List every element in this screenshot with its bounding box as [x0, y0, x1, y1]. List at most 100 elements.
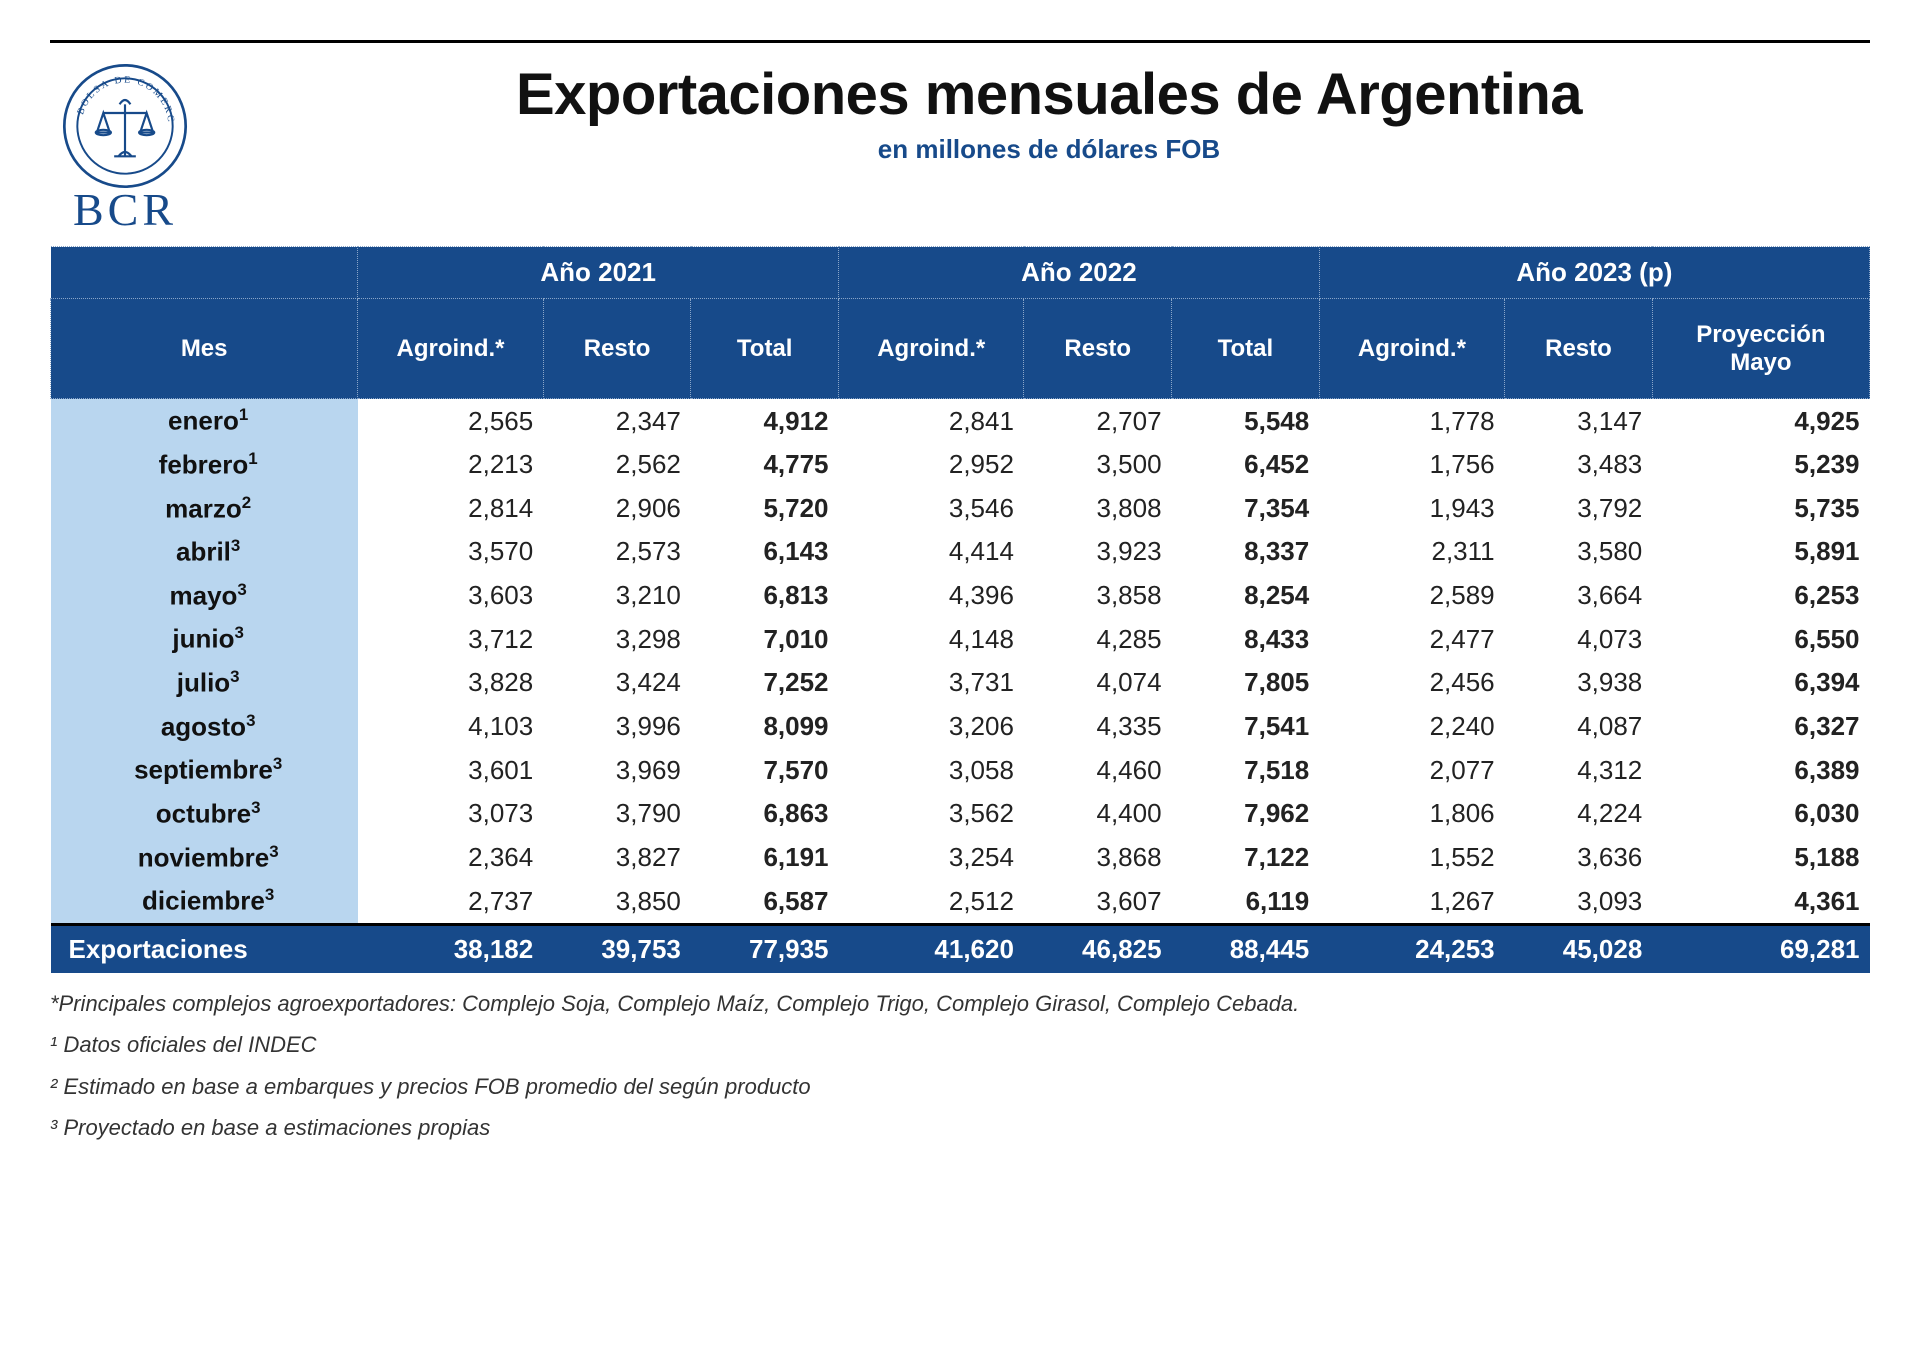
- table-row: octubre33,0733,7906,8633,5624,4007,9621,…: [51, 792, 1870, 836]
- month-cell: julio3: [51, 661, 358, 705]
- month-cell: octubre3: [51, 792, 358, 836]
- value-cell: 3,792: [1505, 487, 1653, 531]
- footnote-star: *Principales complejos agroexportadores:…: [50, 985, 1870, 1022]
- page: BOLSA DE COMERCIO DE ROSARIO BCR Exporta…: [50, 40, 1870, 1147]
- value-cell: 1,552: [1319, 836, 1504, 880]
- value-cell: 3,546: [839, 487, 1024, 531]
- col-proy-l1: Proyección: [1696, 321, 1825, 348]
- value-cell: 2,077: [1319, 748, 1504, 792]
- header: BOLSA DE COMERCIO DE ROSARIO BCR Exporta…: [50, 61, 1870, 236]
- value-cell: 3,483: [1505, 443, 1653, 487]
- value-cell: 1,806: [1319, 792, 1504, 836]
- value-cell: 4,285: [1024, 617, 1172, 661]
- value-cell: 2,240: [1319, 705, 1504, 749]
- col-proy-l2: Mayo: [1730, 349, 1791, 376]
- footnotes: *Principales complejos agroexportadores:…: [50, 985, 1870, 1147]
- value-cell: 4,396: [839, 574, 1024, 618]
- year-header-row: Año 2021 Año 2022 Año 2023 (p): [51, 247, 1870, 299]
- value-cell: 4,087: [1505, 705, 1653, 749]
- totals-a22: 41,620: [839, 925, 1024, 974]
- value-cell: 2,565: [358, 399, 543, 443]
- value-cell: 6,550: [1652, 617, 1869, 661]
- value-cell: 2,456: [1319, 661, 1504, 705]
- value-cell: 4,925: [1652, 399, 1869, 443]
- table-body: enero12,5652,3474,9122,8412,7075,5481,77…: [51, 399, 1870, 925]
- table-row: septiembre33,6013,9697,5703,0584,4607,51…: [51, 748, 1870, 792]
- table-row: junio33,7123,2987,0104,1484,2858,4332,47…: [51, 617, 1870, 661]
- table-row: mayo33,6033,2106,8134,3963,8588,2542,589…: [51, 574, 1870, 618]
- value-cell: 5,735: [1652, 487, 1869, 531]
- col-total-2022: Total: [1172, 299, 1320, 399]
- value-cell: 3,562: [839, 792, 1024, 836]
- col-proy-2023: Proyección Mayo: [1652, 299, 1869, 399]
- value-cell: 3,607: [1024, 879, 1172, 924]
- page-title: Exportaciones mensuales de Argentina: [228, 61, 1870, 128]
- value-cell: 3,969: [543, 748, 691, 792]
- footnote-1: ¹ Datos oficiales del INDEC: [50, 1026, 1870, 1063]
- value-cell: 5,548: [1172, 399, 1320, 443]
- year-2022-header: Año 2022: [839, 247, 1320, 299]
- totals-t22: 88,445: [1172, 925, 1320, 974]
- value-cell: 4,074: [1024, 661, 1172, 705]
- value-cell: 3,210: [543, 574, 691, 618]
- org-label: BCR: [73, 183, 177, 236]
- totals-label: Exportaciones: [51, 925, 358, 974]
- value-cell: 3,828: [358, 661, 543, 705]
- value-cell: 2,814: [358, 487, 543, 531]
- value-cell: 6,143: [691, 530, 839, 574]
- totals-t21: 77,935: [691, 925, 839, 974]
- month-cell: marzo2: [51, 487, 358, 531]
- value-cell: 2,562: [543, 443, 691, 487]
- value-cell: 2,737: [358, 879, 543, 924]
- totals-r21: 39,753: [543, 925, 691, 974]
- table-row: marzo22,8142,9065,7203,5463,8087,3541,94…: [51, 487, 1870, 531]
- value-cell: 1,778: [1319, 399, 1504, 443]
- month-cell: mayo3: [51, 574, 358, 618]
- value-cell: 4,148: [839, 617, 1024, 661]
- value-cell: 1,756: [1319, 443, 1504, 487]
- value-cell: 6,452: [1172, 443, 1320, 487]
- value-cell: 4,224: [1505, 792, 1653, 836]
- bcr-seal-icon: BOLSA DE COMERCIO DE ROSARIO: [60, 61, 190, 191]
- value-cell: 8,433: [1172, 617, 1320, 661]
- value-cell: 5,239: [1652, 443, 1869, 487]
- logo-column: BOLSA DE COMERCIO DE ROSARIO BCR: [50, 61, 200, 236]
- value-cell: 3,093: [1505, 879, 1653, 924]
- totals-row: Exportaciones 38,182 39,753 77,935 41,62…: [51, 925, 1870, 974]
- value-cell: 8,099: [691, 705, 839, 749]
- value-cell: 5,720: [691, 487, 839, 531]
- value-cell: 3,808: [1024, 487, 1172, 531]
- month-cell: septiembre3: [51, 748, 358, 792]
- value-cell: 7,010: [691, 617, 839, 661]
- svg-text:BOLSA DE COMERCIO DE ROSARIO: BOLSA DE COMERCIO DE ROSARIO: [60, 61, 176, 124]
- value-cell: 6,394: [1652, 661, 1869, 705]
- value-cell: 7,354: [1172, 487, 1320, 531]
- value-cell: 3,073: [358, 792, 543, 836]
- value-cell: 2,707: [1024, 399, 1172, 443]
- col-agroind-2021: Agroind.*: [358, 299, 543, 399]
- value-cell: 8,337: [1172, 530, 1320, 574]
- value-cell: 3,636: [1505, 836, 1653, 880]
- totals-r22: 46,825: [1024, 925, 1172, 974]
- value-cell: 7,518: [1172, 748, 1320, 792]
- value-cell: 2,364: [358, 836, 543, 880]
- table-row: abril33,5702,5736,1434,4143,9238,3372,31…: [51, 530, 1870, 574]
- value-cell: 4,103: [358, 705, 543, 749]
- month-cell: abril3: [51, 530, 358, 574]
- value-cell: 6,389: [1652, 748, 1869, 792]
- value-cell: 6,863: [691, 792, 839, 836]
- value-cell: 2,512: [839, 879, 1024, 924]
- month-cell: febrero1: [51, 443, 358, 487]
- totals-r23: 45,028: [1505, 925, 1653, 974]
- value-cell: 4,400: [1024, 792, 1172, 836]
- value-cell: 5,891: [1652, 530, 1869, 574]
- col-agroind-2023: Agroind.*: [1319, 299, 1504, 399]
- value-cell: 2,311: [1319, 530, 1504, 574]
- col-mes: Mes: [51, 299, 358, 399]
- totals-a21: 38,182: [358, 925, 543, 974]
- value-cell: 3,938: [1505, 661, 1653, 705]
- value-cell: 2,347: [543, 399, 691, 443]
- value-cell: 4,912: [691, 399, 839, 443]
- value-cell: 7,252: [691, 661, 839, 705]
- value-cell: 7,122: [1172, 836, 1320, 880]
